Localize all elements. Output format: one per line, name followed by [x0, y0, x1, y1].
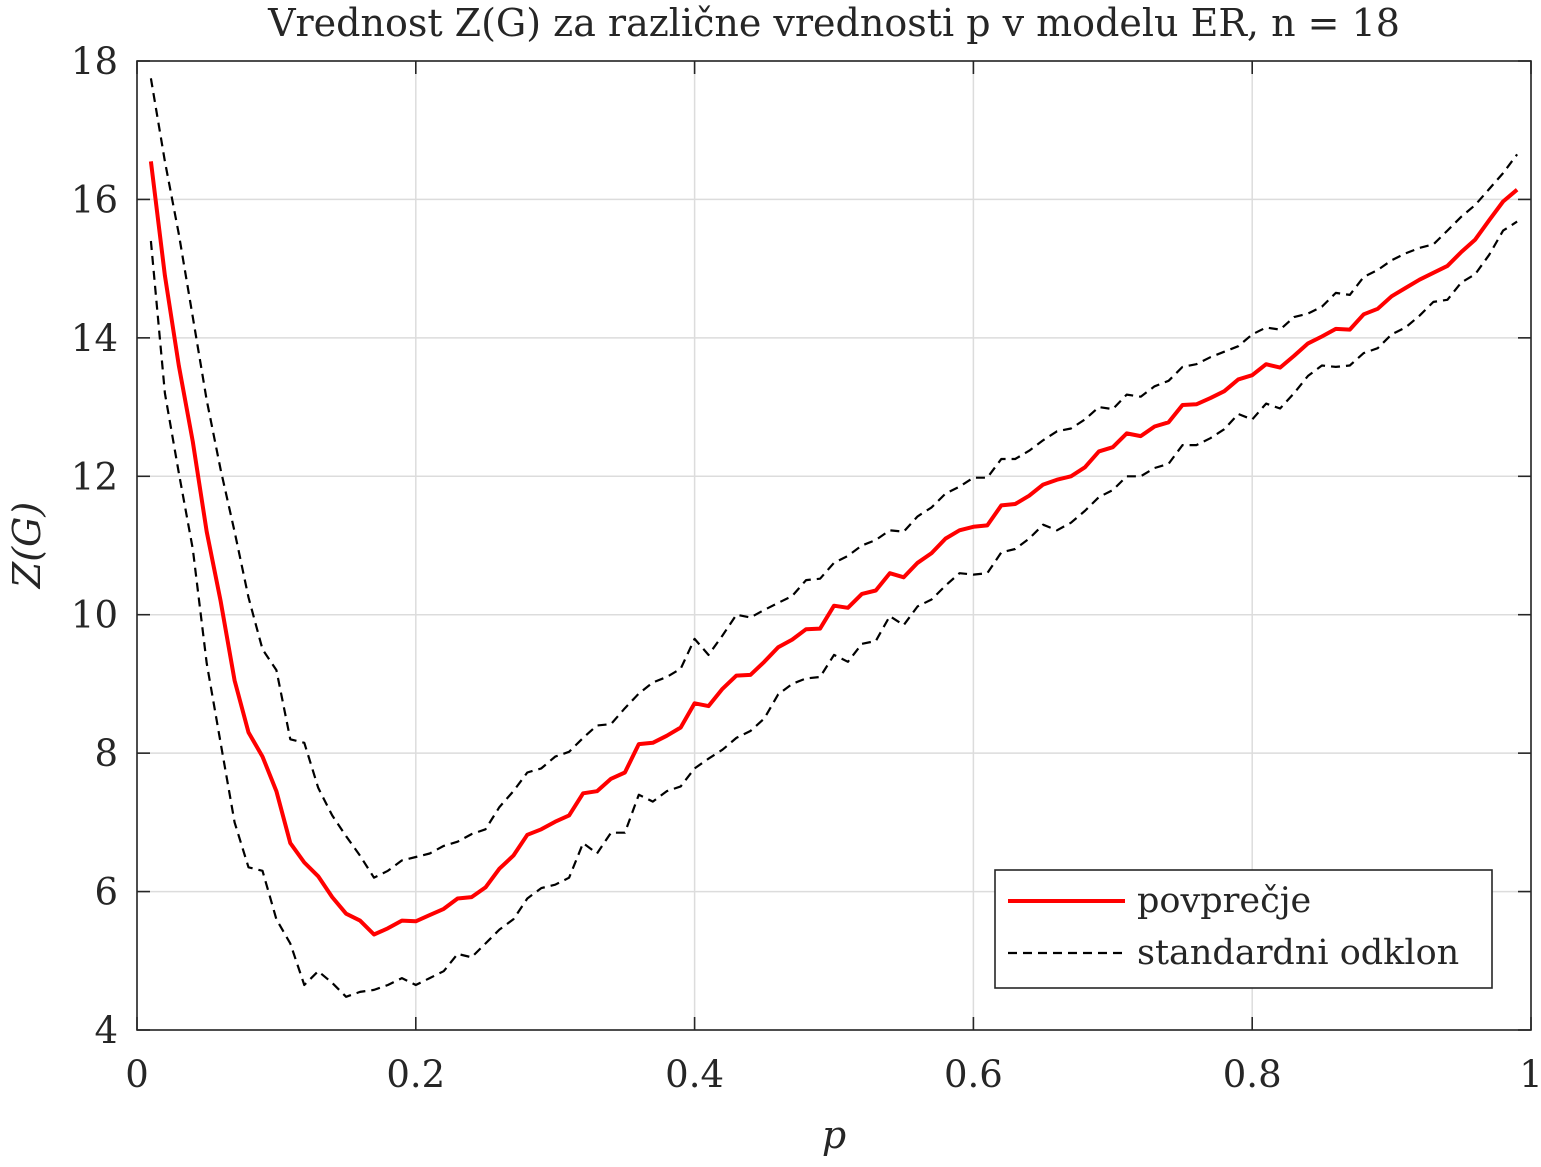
- y-tick-label: 4: [94, 1009, 118, 1052]
- legend-box: [994, 869, 1493, 989]
- x-tick-label: 0.6: [944, 1053, 1003, 1096]
- y-tick-label: 16: [71, 178, 118, 221]
- x-tick-label: 0.2: [386, 1053, 445, 1096]
- legend-label-mean: povprečje: [1137, 881, 1311, 921]
- x-tick-label: 1: [1519, 1053, 1541, 1096]
- axes-frame: [136, 60, 1532, 1031]
- std-lower-line: [149, 220, 1518, 998]
- y-tick-label: 8: [94, 732, 118, 775]
- legend: povprečje standardni odklon: [994, 869, 1493, 989]
- mean-line: [148, 161, 1519, 937]
- y-tick-label: 18: [71, 40, 118, 83]
- series-layer: [148, 78, 1519, 998]
- y-tick-label: 14: [71, 317, 118, 360]
- x-tick-label: 0.4: [665, 1053, 724, 1096]
- y-tick-label: 6: [94, 871, 118, 914]
- y-tick-label: 10: [71, 594, 118, 637]
- std-upper-line: [149, 78, 1518, 879]
- x-axis-label: p: [822, 1113, 846, 1157]
- plot-frame: [136, 60, 1532, 1031]
- y-axis-label: Z(G): [5, 502, 49, 589]
- y-tick-label: 12: [71, 455, 118, 498]
- legend-label-std: standardni odklon: [1137, 933, 1459, 973]
- x-tick-label: 0: [125, 1053, 149, 1096]
- x-tick-label: 0.8: [1223, 1053, 1282, 1096]
- chart-title: Vrednost Z(G) za različne vrednosti p v …: [267, 1, 1400, 45]
